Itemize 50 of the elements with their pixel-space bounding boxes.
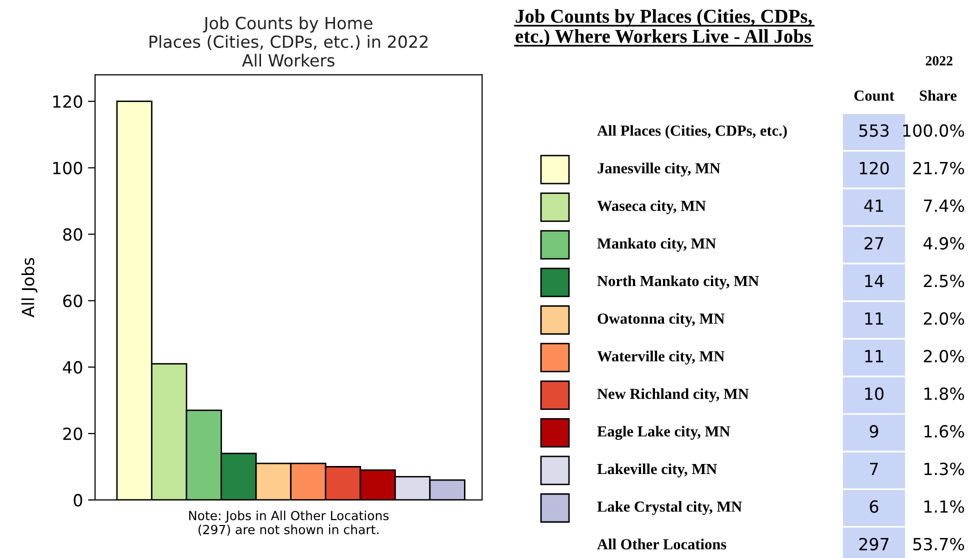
category-label: All Other Locations (597, 538, 726, 550)
data-label: 2.5% (924, 274, 964, 288)
data-label: 1.6% (924, 425, 964, 438)
data-label: 1.3% (924, 462, 964, 476)
data-label: 4.9% (923, 237, 964, 250)
category-label: Waseca city, MN (597, 200, 706, 214)
data-label: 297 (859, 538, 888, 550)
data-label: 1.1% (924, 500, 964, 513)
data-label: 53.7% (913, 538, 964, 550)
data-label: 27 (864, 237, 884, 250)
data-label: 2.0% (924, 312, 964, 325)
category-label: New Richland city, MN (597, 388, 749, 402)
data-label: 120 (860, 162, 889, 174)
chart-title: Job Counts by Home Places (Cities, CDPs, etc.) in 2022 All Workers (150, 16, 428, 67)
data-label: 14 (865, 274, 884, 287)
data-label: 21.7% (913, 162, 964, 174)
category-label: Janesville city, MN (598, 162, 720, 177)
y-axis-title: All Jobs (21, 258, 38, 318)
data-label: 41 (864, 200, 884, 212)
y-tick-label: 40 (62, 361, 82, 374)
y-tick-label: 120 (53, 95, 82, 108)
data-label: 7 (870, 462, 878, 475)
category-label: Mankato city, MN (597, 238, 716, 252)
y-tick-label: 20 (63, 427, 82, 440)
category-label: Lakeville city, MN (597, 463, 717, 478)
data-label: 100.0% (903, 124, 964, 137)
y-tick-label: 0 (74, 494, 82, 507)
y-tick-label: 80 (63, 228, 82, 241)
category-label: Lake Crystal city, MN (597, 501, 742, 515)
y-tick-label: 60 (63, 294, 82, 308)
y-tick-label: 100 (53, 162, 82, 174)
category-label: North Mankato city, MN (597, 275, 759, 290)
text: Share (920, 90, 957, 101)
category-label: Waterville city, MN (597, 350, 725, 365)
text: Job Counts by Places (Cities, CDPs, etc.) Where Workers Live - All Jobs (516, 9, 812, 47)
data-label: 7.4% (924, 199, 964, 212)
series-label: Count (854, 90, 894, 101)
data-label: 9 (870, 425, 878, 438)
category-label: Eagle Lake city, MN (597, 426, 730, 440)
data-label: 11 (865, 312, 884, 325)
category-label: Owatonna city, MN (598, 313, 725, 327)
data-label: 2.0% (924, 350, 964, 362)
data-label: 553 (859, 124, 889, 137)
data-label: 11 (865, 350, 884, 362)
data-label: 10 (865, 387, 884, 400)
text: 2022 (926, 56, 952, 66)
text: Note: Jobs in All Other Locations (297) are not shown in chart. (189, 510, 389, 536)
data-label: 6 (870, 500, 878, 513)
data-label: 1.8% (924, 387, 964, 400)
category-label: All Places (Cities, CDPs, etc.) (597, 125, 787, 139)
